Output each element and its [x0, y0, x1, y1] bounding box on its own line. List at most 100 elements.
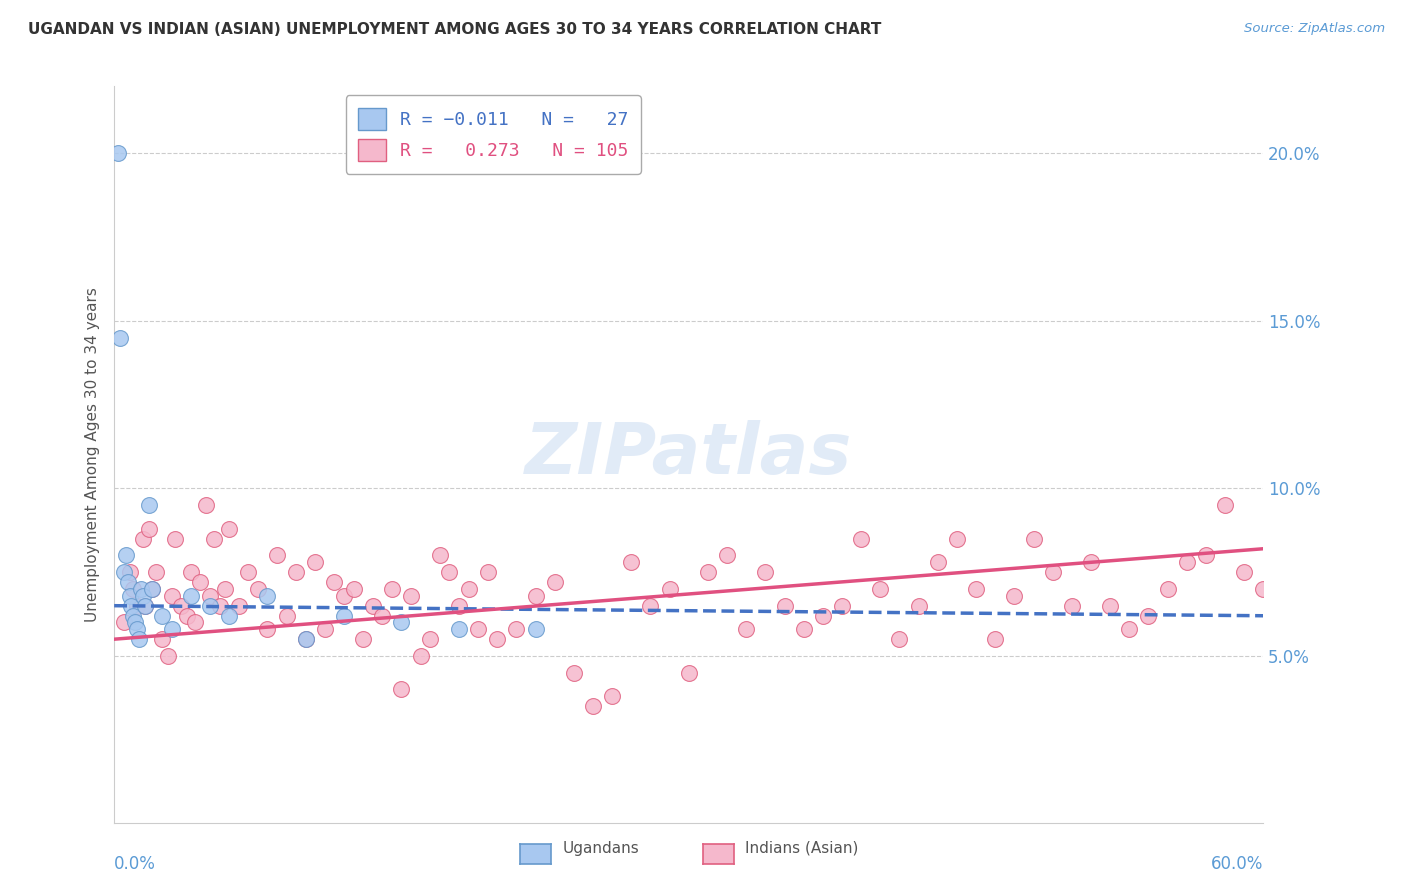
Point — [582, 699, 605, 714]
Point — [352, 632, 374, 647]
Point — [195, 498, 218, 512]
Point — [150, 632, 173, 647]
Point — [1002, 589, 1025, 603]
Point — [134, 599, 156, 613]
Point — [984, 632, 1007, 647]
Point — [620, 555, 643, 569]
Point — [1118, 622, 1140, 636]
Point — [118, 565, 141, 579]
Point — [145, 565, 167, 579]
Point — [214, 582, 236, 596]
Point — [793, 622, 815, 636]
Y-axis label: Unemployment Among Ages 30 to 34 years: Unemployment Among Ages 30 to 34 years — [86, 287, 100, 623]
Point — [246, 582, 269, 596]
Point — [276, 608, 298, 623]
Point — [304, 555, 326, 569]
Point — [170, 599, 193, 613]
Point — [409, 648, 432, 663]
Point — [391, 615, 413, 630]
Point — [467, 622, 489, 636]
Point — [773, 599, 796, 613]
Point — [640, 599, 662, 613]
Point — [138, 498, 160, 512]
Point — [1348, 622, 1371, 636]
Point — [1213, 498, 1236, 512]
Point — [180, 565, 202, 579]
Text: Ugandans: Ugandans — [562, 841, 638, 856]
Point — [524, 589, 547, 603]
Point — [399, 589, 422, 603]
Point — [1291, 615, 1313, 630]
Point — [754, 565, 776, 579]
Point — [160, 589, 183, 603]
Point — [1137, 608, 1160, 623]
Point — [524, 622, 547, 636]
Text: ZIPatlas: ZIPatlas — [524, 420, 852, 490]
Point — [391, 682, 413, 697]
Point — [562, 665, 585, 680]
Point — [716, 549, 738, 563]
Point — [544, 575, 567, 590]
Point — [371, 608, 394, 623]
Point — [208, 599, 231, 613]
Point — [1271, 599, 1294, 613]
Point — [314, 622, 336, 636]
Point — [831, 599, 853, 613]
Point — [1309, 632, 1331, 647]
Text: Indians (Asian): Indians (Asian) — [745, 841, 859, 856]
Point — [141, 582, 163, 596]
Point — [457, 582, 479, 596]
Point — [505, 622, 527, 636]
Point — [124, 615, 146, 630]
Text: 60.0%: 60.0% — [1211, 855, 1264, 872]
Point — [160, 622, 183, 636]
Point — [600, 689, 623, 703]
Text: UGANDAN VS INDIAN (ASIAN) UNEMPLOYMENT AMONG AGES 30 TO 34 YEARS CORRELATION CHA: UGANDAN VS INDIAN (ASIAN) UNEMPLOYMENT A… — [28, 22, 882, 37]
Point — [849, 532, 872, 546]
Point — [333, 589, 356, 603]
Point — [1042, 565, 1064, 579]
Point — [132, 589, 155, 603]
Text: Source: ZipAtlas.com: Source: ZipAtlas.com — [1244, 22, 1385, 36]
Point — [477, 565, 499, 579]
Point — [1233, 565, 1256, 579]
Point — [228, 599, 250, 613]
Point — [190, 575, 212, 590]
Point — [112, 565, 135, 579]
Point — [122, 608, 145, 623]
Point — [127, 622, 149, 636]
Point — [132, 532, 155, 546]
Point — [134, 599, 156, 613]
Point — [107, 146, 129, 161]
Point — [907, 599, 929, 613]
Point — [965, 582, 987, 596]
Point — [180, 589, 202, 603]
Point — [114, 549, 136, 563]
Point — [1367, 608, 1389, 623]
Point — [447, 622, 470, 636]
Point — [108, 331, 131, 345]
Point — [1099, 599, 1122, 613]
Point — [429, 549, 451, 563]
Point — [256, 622, 278, 636]
Point — [678, 665, 700, 680]
Point — [128, 632, 150, 647]
Point — [927, 555, 949, 569]
Point — [218, 522, 240, 536]
Point — [198, 589, 221, 603]
Point — [150, 608, 173, 623]
Point — [1022, 532, 1045, 546]
Point — [127, 599, 149, 613]
Point — [138, 522, 160, 536]
Point — [198, 599, 221, 613]
Point — [419, 632, 441, 647]
Point — [238, 565, 260, 579]
Point — [381, 582, 404, 596]
Point — [202, 532, 225, 546]
Point — [294, 632, 316, 647]
Point — [1386, 632, 1406, 647]
Point — [658, 582, 681, 596]
Point — [333, 608, 356, 623]
Point — [1060, 599, 1083, 613]
Point — [946, 532, 969, 546]
